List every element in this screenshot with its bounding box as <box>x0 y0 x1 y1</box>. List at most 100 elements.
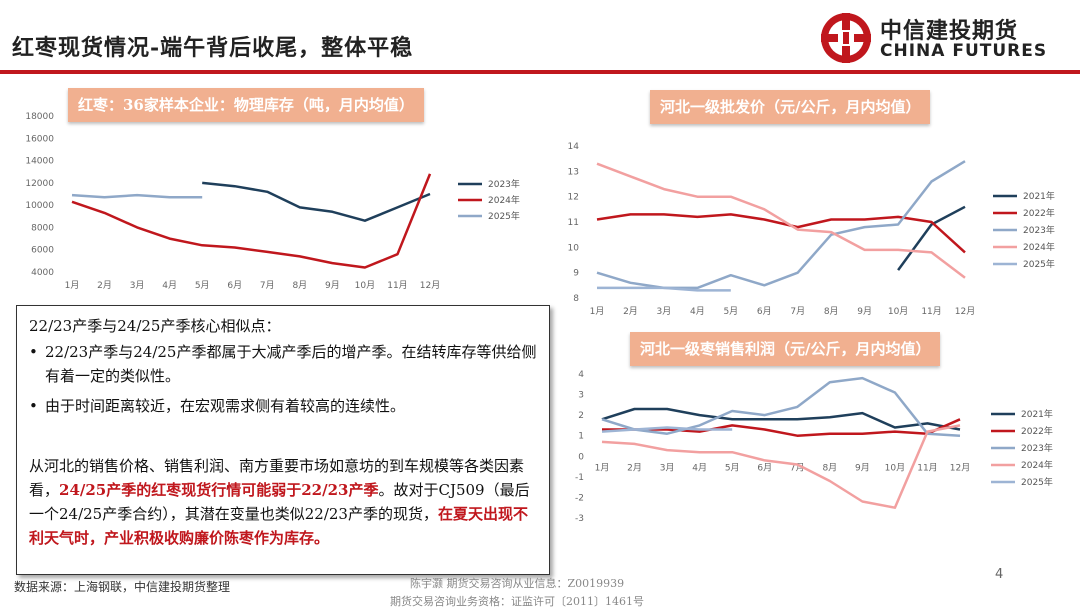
x-tick-label: 3月 <box>660 462 675 473</box>
paragraph-text: 。故对于CJ509（最后一个24/25产季合约），其潜在变量也类似22/23产季… <box>29 481 530 523</box>
legend-label: 2023年 <box>488 178 520 190</box>
series-line-2024年 <box>596 162 966 279</box>
series-line-2021年 <box>601 407 961 431</box>
conclusion-paragraph: 从河北的销售价格、销售利润、南方重要市场如意坊的到车规模等各类因素看，24/25… <box>29 454 541 550</box>
series-line-2025年 <box>601 426 733 433</box>
series-line-2024年 <box>71 173 432 269</box>
series-line-2021年 <box>897 205 966 271</box>
x-tick-label: 8月 <box>822 462 837 473</box>
logo-chinese-text: 中信建投期货 <box>880 19 1019 44</box>
y-tick-label: 12 <box>568 193 579 203</box>
legend-label: 2024年 <box>488 194 520 206</box>
inventory-chart-svg: 4000 6000 8000 10000 12000 14000 16000 18000 1月 2… <box>25 112 520 291</box>
y-tick-label: 8000 <box>31 223 54 233</box>
y-tick-label: 16000 <box>25 134 54 144</box>
x-tick-label: 11月 <box>921 306 941 317</box>
textbox-heading: 22/23产季与24/25产季核心相似点： <box>29 317 281 335</box>
highlight-text: 24/25产季的红枣现货行情可能弱于22/23产季 <box>59 481 379 499</box>
y-tick-label: 10 <box>568 243 580 253</box>
x-tick-label: 5月 <box>195 280 210 291</box>
x-tick-label: 3月 <box>130 280 145 291</box>
legend-label: 2023年 <box>1021 442 1053 454</box>
slide-title: 红枣现货情况-端午背后收尾，整体平稳 <box>12 35 414 61</box>
x-tick-label: 1月 <box>595 462 610 473</box>
y-tick-label: 18000 <box>25 112 54 122</box>
x-tick-label: 4月 <box>162 280 177 291</box>
y-tick-label: 14000 <box>25 157 54 167</box>
company-logo: 中信建投期货 CHINA FUTURES <box>818 10 1073 66</box>
legend-label: 2021年 <box>1023 190 1055 202</box>
x-tick-label: 7月 <box>790 462 805 473</box>
profit-chart-svg: -3 -2 -1 0 1 2 3 4 1月 2月 3月 4月 5月 6月 7月 8月 9月 10月 11月 12月 20… <box>575 370 1053 524</box>
legend-label: 2025年 <box>488 210 520 222</box>
x-tick-label: 6月 <box>757 306 772 317</box>
x-tick-label: 12月 <box>955 306 975 317</box>
x-tick-label: 6月 <box>757 462 772 473</box>
series-line-2024年 <box>601 424 961 509</box>
x-tick-label: 2月 <box>627 462 642 473</box>
x-tick-label: 12月 <box>420 280 440 291</box>
x-tick-label: 12月 <box>950 462 970 473</box>
series-line-2022年 <box>602 418 961 437</box>
y-tick-label: -2 <box>575 493 584 503</box>
y-tick-label: 3 <box>578 391 584 401</box>
x-tick-label: 5月 <box>723 306 738 317</box>
x-tick-label: 9月 <box>855 462 870 473</box>
x-tick-label: 4月 <box>692 462 707 473</box>
y-tick-label: 4000 <box>31 268 54 278</box>
citic-logo-icon <box>821 13 871 63</box>
chart-title: 红枣：36家样本企业：物理库存（吨，月内均值） <box>68 88 424 122</box>
analyst-info: 陈宇灏 期货交易咨询从业信息：Z0019939 <box>410 577 625 590</box>
x-tick-label: 2月 <box>97 280 112 291</box>
page-number: 4 <box>995 567 1004 582</box>
legend-label: 2022年 <box>1023 207 1055 219</box>
legend-label: 2025年 <box>1021 476 1053 488</box>
legend-label: 2023年 <box>1023 224 1055 236</box>
y-tick-label: -1 <box>575 473 584 483</box>
data-source: 数据来源：上海钢联，中信建投期货整理 <box>14 580 231 594</box>
analysis-textbox: 22/23产季与24/25产季核心相似点： • 22/23产季与24/25产季都… <box>16 305 550 575</box>
wholesale-price-chart-svg: 8 9 10 11 12 13 14 1月 2月 3月 4月 5月 6月 7月 8月 9月 10月 11月 12月 2… <box>568 142 1055 317</box>
x-tick-label: 5月 <box>725 462 740 473</box>
chart-title: 河北一级批发价（元/公斤，月内均值） <box>650 90 931 124</box>
x-tick-label: 7月 <box>260 280 275 291</box>
x-tick-label: 2月 <box>623 306 638 317</box>
y-tick-label: 6000 <box>31 246 54 256</box>
profit-chart: 河北一级枣销售利润（元/公斤，月内均值） -3 -2 -1 0 1 2 3 4 1月 2月 3月 4月… <box>555 326 1080 526</box>
legend-label: 2024年 <box>1023 241 1055 253</box>
bullet-text: 由于时间距离较近，在宏观需求侧有着较高的连续性。 <box>45 397 406 415</box>
series-line-2023年 <box>601 376 961 437</box>
bullet-marker: • <box>29 397 38 415</box>
y-tick-label: 14 <box>568 142 580 152</box>
x-tick-label: 11月 <box>917 462 937 473</box>
logo-english-text: CHINA FUTURES <box>880 41 1048 61</box>
y-tick-label: 2 <box>578 411 584 421</box>
series-line-2025年 <box>71 193 203 199</box>
legend-label: 2021年 <box>1021 408 1053 420</box>
license-info: 期货交易咨询业务资格：证监许可〔2011〕1461号 <box>390 595 644 608</box>
chart-title: 河北一级枣销售利润（元/公斤，月内均值） <box>630 332 941 366</box>
x-tick-label: 11月 <box>387 280 407 291</box>
x-tick-label: 4月 <box>690 306 705 317</box>
legend-label: 2022年 <box>1021 425 1053 437</box>
x-tick-label: 7月 <box>790 306 805 317</box>
legend-label: 2025年 <box>1023 258 1055 270</box>
y-tick-label: 8 <box>573 294 579 304</box>
y-tick-label: 10000 <box>25 201 54 211</box>
y-tick-label: 13 <box>568 167 579 177</box>
bullet-text: 22/23产季与24/25产季都属于大减产季后的增产季。在结转库存等供给侧有着一… <box>45 343 537 385</box>
y-tick-label: 9 <box>573 269 579 279</box>
series-line-2023年 <box>202 181 431 222</box>
series-line-2025年 <box>597 286 731 292</box>
x-tick-label: 1月 <box>65 280 80 291</box>
x-tick-label: 10月 <box>888 306 908 317</box>
paragraph-text: 从河北的销售价格、销售利润、南方重要市场如意坊的到车规模等各类因素看， <box>29 457 525 499</box>
x-tick-label: 1月 <box>590 306 605 317</box>
title-divider <box>0 70 1080 74</box>
bullet-item: • 22/23产季与24/25产季都属于大减产季后的增产季。在结转库存等供给侧有… <box>29 340 539 388</box>
bullet-marker: • <box>29 343 38 361</box>
highlight-text: 在夏天出现不利天气时，产业积极收购廉价陈枣作为库存。 <box>29 505 528 547</box>
x-tick-label: 9月 <box>325 280 340 291</box>
bullet-item: • 由于时间距离较近，在宏观需求侧有着较高的连续性。 <box>29 394 539 418</box>
inventory-chart: 红枣：36家样本企业：物理库存（吨，月内均值） 4000 6000 8000 1000… <box>0 80 548 295</box>
